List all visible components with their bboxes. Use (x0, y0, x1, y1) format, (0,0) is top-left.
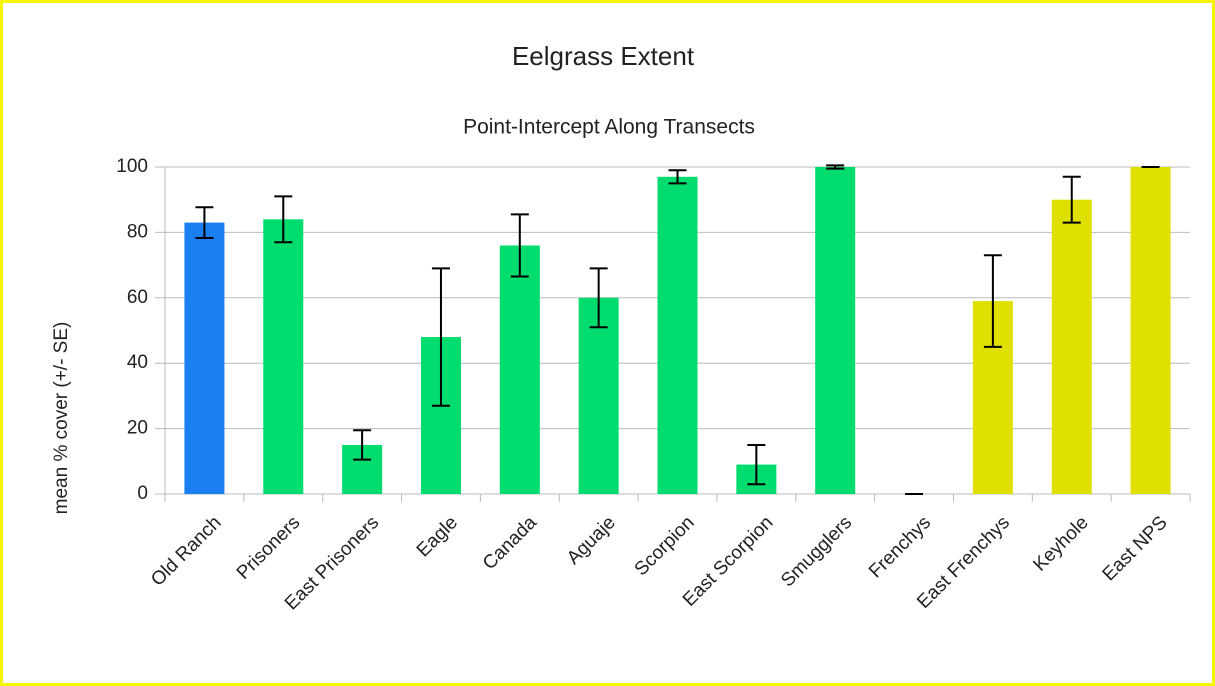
bar (263, 219, 304, 494)
error-bar (826, 164, 845, 170)
bar (815, 167, 856, 494)
y-tick-label: 80 (127, 221, 148, 242)
bar (499, 245, 540, 494)
y-tick-label: 20 (127, 418, 148, 439)
bar (1051, 199, 1092, 494)
error-bar (431, 267, 450, 407)
error-bar (589, 267, 608, 329)
chart-subtitle: Point-Intercept Along Transects (463, 116, 755, 139)
bar (1130, 167, 1171, 494)
y-tick-label: 0 (137, 483, 148, 504)
error-bar (1062, 175, 1081, 224)
error-bar (668, 169, 687, 185)
y-tick-label: 60 (127, 287, 148, 308)
error-bar (510, 213, 529, 278)
error-bar (195, 206, 214, 239)
error-bar (353, 429, 372, 461)
y-tick-label: 40 (127, 352, 148, 373)
error-bar (983, 254, 1002, 348)
y-axis-label: mean % cover (+/- SE) (51, 322, 72, 515)
bar (657, 176, 698, 494)
chart-title: Eelgrass Extent (512, 41, 695, 71)
y-tick-label: 100 (116, 156, 148, 177)
bar (184, 222, 225, 494)
error-bar (274, 195, 293, 244)
bar (578, 297, 619, 494)
error-bar (747, 443, 766, 486)
